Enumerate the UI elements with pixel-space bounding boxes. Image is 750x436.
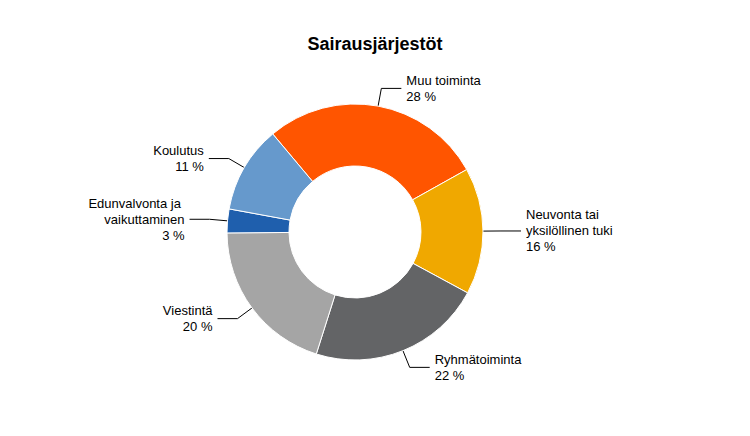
svg-text:28 %: 28 % [406,89,436,104]
svg-text:20 %: 20 % [183,319,213,334]
svg-text:11 %: 11 % [175,159,204,174]
svg-text:Koulutus: Koulutus [153,143,204,158]
svg-text:Ryhmätoiminta: Ryhmätoiminta [435,352,522,367]
svg-text:vaikuttaminen: vaikuttaminen [104,212,184,227]
svg-text:Edunvalvonta ja: Edunvalvonta ja [88,196,184,211]
svg-text:3 %: 3 % [162,228,185,243]
svg-text:Viestintä: Viestintä [163,303,213,318]
svg-text:yksilöllinen tuki: yksilöllinen tuki [526,223,613,238]
svg-text:Muu toiminta: Muu toiminta [406,73,481,88]
svg-text:16 %: 16 % [526,239,556,254]
svg-text:22 %: 22 % [435,368,465,383]
svg-text:Sairausjärjestöt: Sairausjärjestöt [307,34,442,54]
svg-text:Neuvonta tai: Neuvonta tai [526,207,603,222]
